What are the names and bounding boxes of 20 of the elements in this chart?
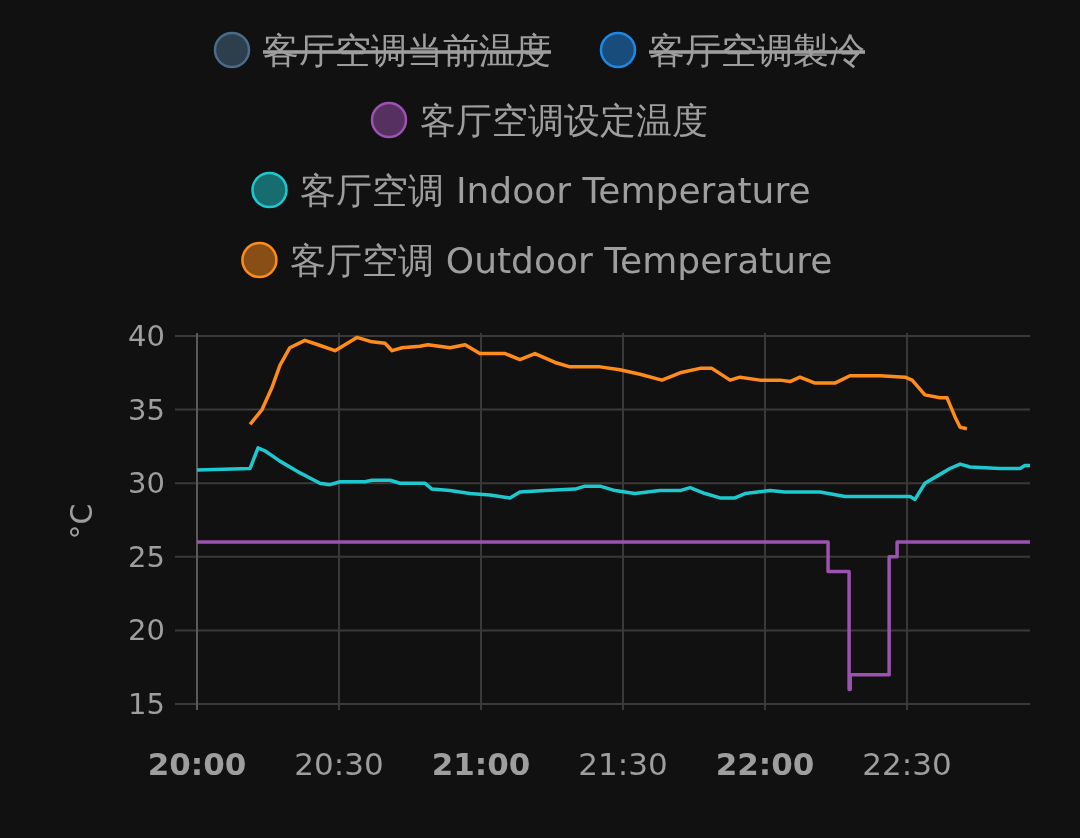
y-tick-label: 20 — [128, 613, 165, 648]
x-tick-label: 22:00 — [715, 746, 815, 782]
legend-label: 客厅空调 Outdoor Temperature — [290, 240, 833, 281]
legend-label: 客厅空调当前温度 — [263, 30, 551, 71]
x-tick-label: 21:30 — [578, 746, 668, 782]
x-tick-label: 21:00 — [431, 746, 531, 782]
x-tick-label: 20:30 — [294, 746, 384, 782]
x-tick-label: 22:30 — [862, 746, 952, 782]
y-tick-label: 25 — [128, 539, 165, 574]
y-tick-label: 30 — [128, 466, 165, 501]
x-tick-label: 20:00 — [147, 746, 247, 782]
line-series — [195, 446, 1032, 502]
y-tick-label: 35 — [128, 392, 165, 427]
y-tick-label: 15 — [128, 687, 165, 722]
y-tick-label: 40 — [128, 318, 165, 353]
legend-label: 客厅空调设定温度 — [420, 100, 708, 141]
legend-label: 客厅空调 Indoor Temperature — [300, 170, 811, 211]
line-series — [248, 335, 969, 431]
y-axis-title: °C — [64, 503, 99, 540]
legend-label: 客厅空调製冷 — [649, 30, 865, 71]
